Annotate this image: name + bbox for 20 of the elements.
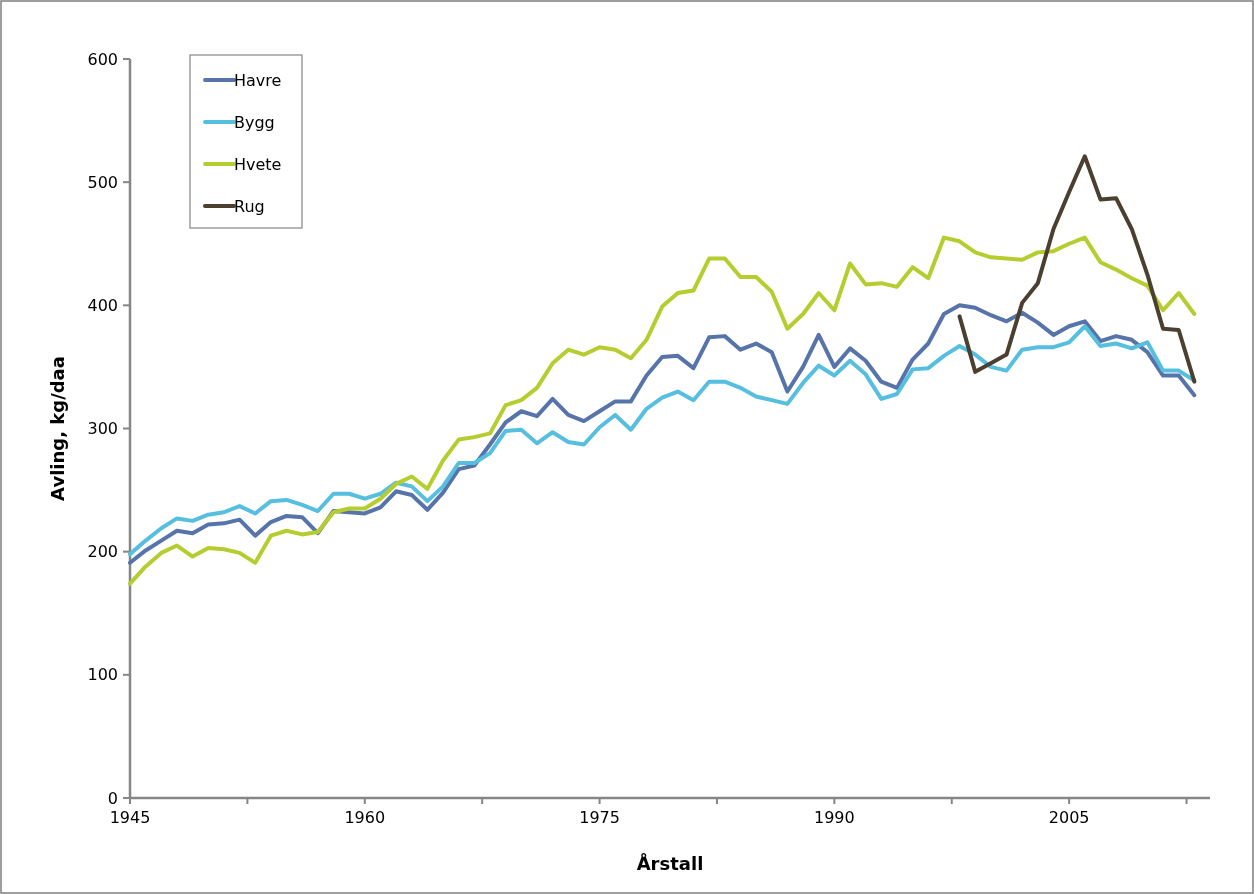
y-tick-label: 300 (87, 419, 118, 439)
y-tick-label: 600 (87, 49, 118, 69)
y-tick-label: 100 (87, 665, 118, 685)
line-series (957, 154, 1197, 384)
x-tick-label: 2005 (1048, 808, 1090, 827)
legend-label: Bygg (234, 112, 275, 132)
x-tick-label: 1960 (344, 808, 386, 827)
line-series (128, 235, 1197, 586)
x-axis-title: Årstall (636, 852, 704, 874)
y-axis-title: Avling, kg/daa (47, 356, 68, 501)
legend-label: Havre (234, 70, 282, 90)
y-tick-label: 400 (87, 295, 118, 315)
legend-label: Hvete (234, 154, 282, 174)
x-tick-label: 1975 (579, 808, 620, 827)
x-tick-label: 1990 (813, 808, 855, 827)
y-tick-label: 200 (87, 542, 118, 562)
y-tick-label: 500 (87, 172, 118, 192)
y-tick-label: 0 (107, 788, 118, 808)
x-tick-label: 1945 (109, 808, 151, 827)
legend-label: Rug (234, 196, 265, 216)
